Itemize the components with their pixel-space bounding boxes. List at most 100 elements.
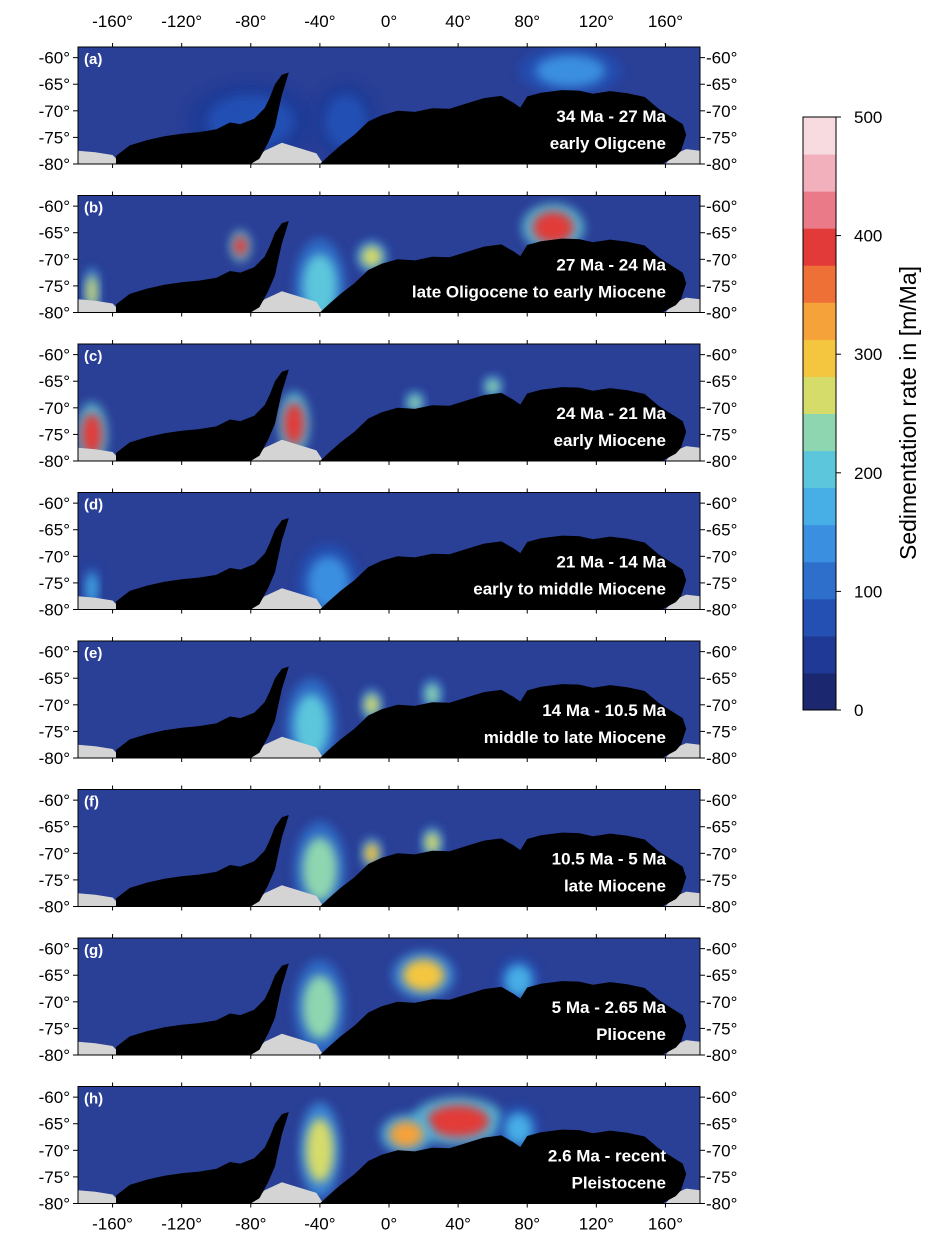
- x-tick-label-bottom: -40°: [304, 1215, 335, 1234]
- deposit-core: [364, 842, 379, 864]
- colorbar-segment: [803, 598, 836, 637]
- y-tick-label-right: -60°: [706, 346, 737, 365]
- y-tick-label-left: -75°: [39, 277, 70, 296]
- colorbar-tick-label: 100: [854, 582, 882, 601]
- y-tick-label-left: -60°: [39, 49, 70, 68]
- deposit-core: [293, 694, 329, 758]
- y-tick-label-left: -70°: [39, 399, 70, 418]
- y-tick-label-left: -80°: [39, 452, 70, 471]
- period-label: 10.5 Ma - 5 Ma: [552, 850, 667, 869]
- y-tick-label-left: -75°: [39, 871, 70, 890]
- x-tick-label-top: -160°: [92, 12, 133, 31]
- map-panel: (e) 14 Ma - 10.5 Ma middle to late Miocene…: [39, 637, 737, 768]
- map-panel: (a) 34 Ma - 27 Ma early Oligcene -60° -60° -6…: [39, 43, 737, 174]
- colorbar-segment: [803, 265, 836, 303]
- y-tick-label-left: -60°: [39, 494, 70, 513]
- deposit-core: [306, 1118, 334, 1183]
- y-tick-label-left: -60°: [39, 1088, 70, 1107]
- y-tick-label-right: -60°: [706, 49, 737, 68]
- epoch-label: late Miocene: [564, 877, 666, 896]
- y-tick-label-left: -80°: [39, 155, 70, 174]
- y-tick-label-right: -65°: [706, 224, 737, 243]
- panel-label: (e): [84, 645, 102, 662]
- deposit-core: [402, 959, 445, 992]
- antarctica-land: [116, 518, 687, 610]
- ice-shelf: [250, 736, 324, 758]
- map-panel: (g) 5 Ma - 2.65 Ma Pliocene -60° -60° -65° -65…: [39, 934, 737, 1065]
- y-tick-label-right: -60°: [706, 643, 737, 662]
- colorbar-tick-label: 300: [854, 345, 882, 364]
- y-tick-label-right: -80°: [706, 452, 737, 471]
- panel-label: (g): [84, 942, 103, 959]
- colorbar-tick-label: 0: [854, 701, 863, 720]
- ice-shelf: [250, 142, 324, 164]
- y-tick-label-right: -65°: [706, 1115, 737, 1134]
- colorbar-segment: [803, 487, 836, 526]
- map-panels: (a) 34 Ma - 27 Ma early Oligcene -60° -60° -6…: [39, 43, 737, 1214]
- panel-label: (h): [84, 1091, 103, 1108]
- antarctica-land: [116, 369, 687, 461]
- y-tick-label-right: -80°: [706, 898, 737, 917]
- ice-shelf: [78, 596, 122, 610]
- x-tick-label-bottom: 40°: [445, 1215, 471, 1234]
- antarctica-land: [116, 666, 687, 758]
- panel-label: (a): [84, 51, 102, 68]
- epoch-label: Pleistocene: [572, 1174, 667, 1193]
- y-tick-label-right: -75°: [706, 425, 737, 444]
- y-tick-label-right: -80°: [706, 1195, 737, 1214]
- y-tick-label-left: -80°: [39, 1046, 70, 1065]
- deposit-core: [233, 235, 248, 257]
- ice-shelf: [78, 299, 122, 313]
- deposit-core: [535, 54, 605, 87]
- antarctica-land: [116, 963, 687, 1055]
- x-tick-label-top: 0°: [381, 12, 397, 31]
- y-tick-label-left: -80°: [39, 898, 70, 917]
- colorbar-segment: [803, 376, 836, 414]
- x-tick-label-bottom: 160°: [648, 1215, 683, 1234]
- epoch-label: late Oligocene to early Miocene: [412, 283, 666, 302]
- deposit-core: [361, 246, 383, 268]
- y-tick-label-left: -75°: [39, 574, 70, 593]
- deposit-core: [425, 832, 440, 854]
- y-tick-label-right: -70°: [706, 399, 737, 418]
- y-tick-label-left: -60°: [39, 643, 70, 662]
- y-tick-label-left: -80°: [39, 1195, 70, 1214]
- ice-shelf: [665, 891, 700, 907]
- y-tick-label-left: -60°: [39, 791, 70, 810]
- x-tick-label-bottom: -160°: [92, 1215, 133, 1234]
- period-label: 5 Ma - 2.65 Ma: [552, 998, 667, 1017]
- y-tick-label-left: -75°: [39, 128, 70, 147]
- y-tick-label-left: -80°: [39, 749, 70, 768]
- y-tick-label-left: -65°: [39, 224, 70, 243]
- epoch-label: early Oligcene: [550, 134, 666, 153]
- colorbar-frame: [802, 116, 837, 711]
- y-tick-label-left: -75°: [39, 425, 70, 444]
- x-tick-label-bottom: 0°: [381, 1215, 397, 1234]
- y-tick-label-right: -70°: [706, 696, 737, 715]
- colorbar-segment: [803, 450, 836, 489]
- deposit-core: [81, 413, 103, 456]
- colorbar-segment: [803, 413, 836, 452]
- y-tick-label-left: -65°: [39, 669, 70, 688]
- ice-shelf: [250, 291, 324, 313]
- x-tick-label-top: -80°: [235, 12, 266, 31]
- x-tick-label-bottom: -120°: [161, 1215, 202, 1234]
- y-tick-label-right: -80°: [706, 304, 737, 323]
- ice-shelf: [78, 1041, 122, 1055]
- deposit-core: [302, 254, 338, 313]
- y-tick-label-right: -65°: [706, 966, 737, 985]
- deposit-core: [302, 837, 338, 902]
- deposit-core: [283, 402, 305, 446]
- y-tick-label-right: -75°: [706, 871, 737, 890]
- antarctica-land: [116, 221, 687, 313]
- colorbar-segment: [803, 228, 836, 266]
- colorbar-tick-label: 500: [854, 108, 882, 127]
- ice-shelf: [250, 1033, 324, 1055]
- y-tick-label-right: -65°: [706, 669, 737, 688]
- y-tick-label-right: -75°: [706, 277, 737, 296]
- y-tick-label-right: -80°: [706, 749, 737, 768]
- y-tick-label-right: -60°: [706, 494, 737, 513]
- panel-label: (f): [84, 794, 99, 811]
- epoch-label: Pliocene: [596, 1025, 666, 1044]
- y-tick-label-left: -65°: [39, 521, 70, 540]
